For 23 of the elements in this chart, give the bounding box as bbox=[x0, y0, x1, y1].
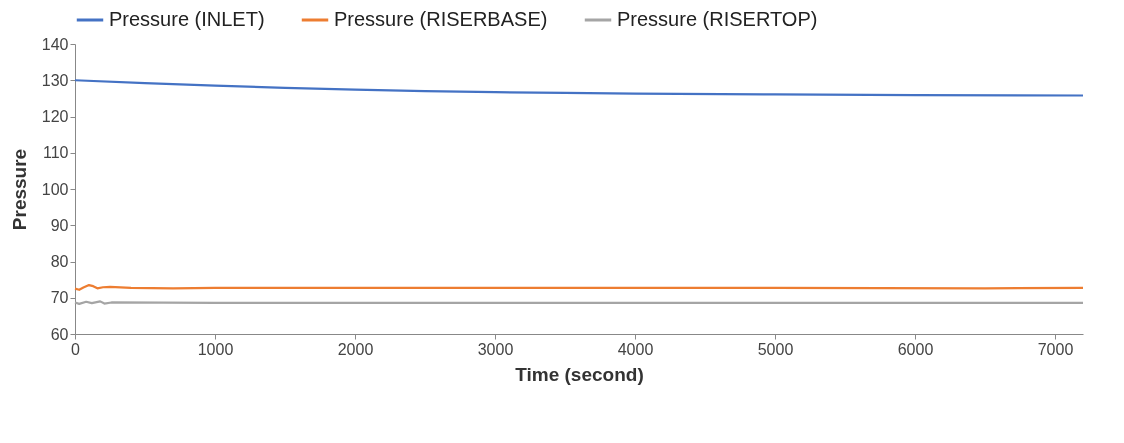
x-tick-label: 7000 bbox=[1037, 340, 1074, 358]
x-tick-label: 6000 bbox=[897, 340, 934, 358]
y-tick-label: 130 bbox=[41, 71, 69, 89]
x-tick-label: 1000 bbox=[197, 340, 234, 358]
y-tick-label: 80 bbox=[50, 253, 69, 270]
x-tick-label: 5000 bbox=[757, 340, 794, 358]
line-series bbox=[73, 79, 1085, 97]
y-tick-label: 120 bbox=[41, 108, 69, 125]
y-tick-label: 140 bbox=[41, 35, 69, 53]
x-tick-label: 0 bbox=[71, 340, 81, 358]
x-tick-label: 4000 bbox=[617, 340, 654, 358]
y-tick-label: 110 bbox=[42, 144, 69, 162]
legend-label: Pressure (RISERTOP) bbox=[617, 8, 818, 30]
x-tick-label: 3000 bbox=[477, 340, 514, 358]
legend-label: Pressure (RISERBASE) bbox=[334, 8, 548, 30]
x-axis-title: Time (second) bbox=[515, 363, 644, 385]
legend-label: Pressure (INLET) bbox=[109, 8, 265, 30]
y-tick-label: 60 bbox=[50, 325, 69, 343]
y-tick-label: 100 bbox=[41, 180, 69, 198]
y-tick-label: 90 bbox=[50, 216, 69, 234]
y-tick-label: 70 bbox=[50, 289, 69, 307]
x-tick-label: 2000 bbox=[337, 340, 374, 358]
y-axis-title: Pressure bbox=[8, 148, 30, 231]
